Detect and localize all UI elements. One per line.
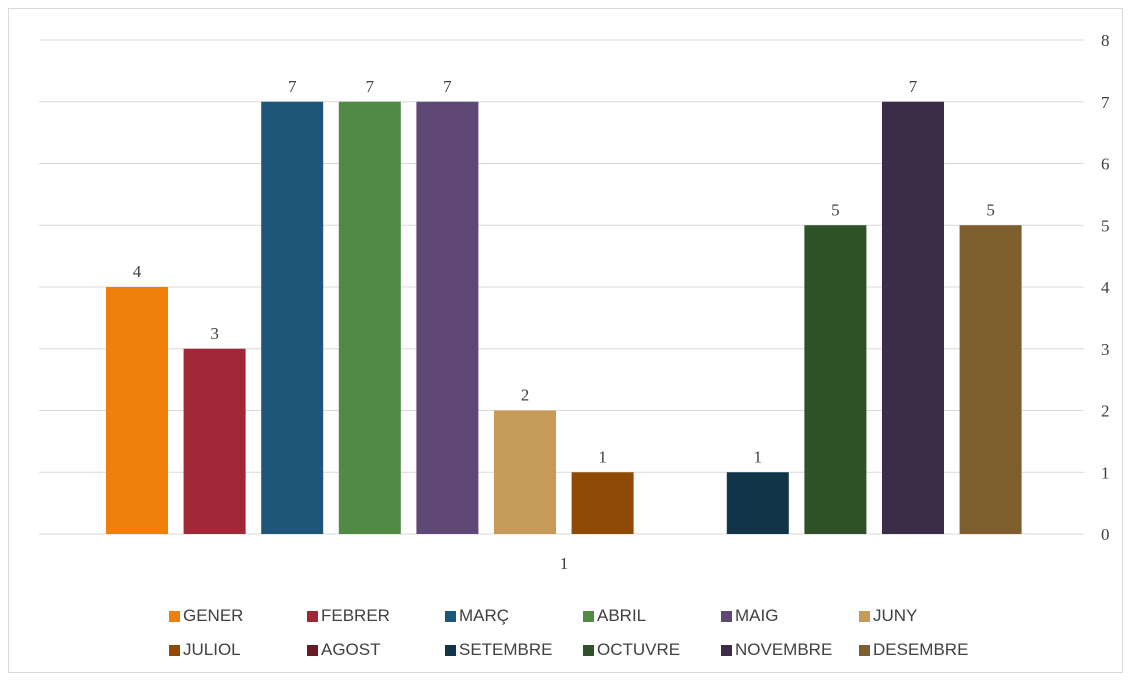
bar (804, 225, 867, 534)
legend-label: AGOST (321, 640, 381, 659)
bar (106, 287, 168, 534)
legend-swatch (169, 644, 180, 656)
data-label: 7 (366, 77, 375, 96)
legend-label: SETEMBRE (459, 640, 553, 659)
legend-label: JULIOL (183, 640, 241, 659)
data-label: 5 (986, 200, 995, 219)
y-tick-label: 4 (1101, 278, 1110, 297)
legend: GENER FEBRER MARÇ ABRIL MAIG JUNY (169, 599, 1009, 667)
legend-swatch (445, 644, 456, 656)
data-label: 3 (210, 324, 219, 343)
legend-swatch (583, 644, 594, 656)
bar-chart: 0 1 2 3 4 5 6 7 8 4 3 7 7 7 2 1 1 5 7 5 1 (39, 31, 1110, 573)
bar (882, 101, 944, 534)
legend-item-gener: GENER (169, 606, 307, 626)
legend-swatch (445, 610, 456, 622)
legend-item-maig: MAIG (721, 606, 859, 626)
bar (338, 101, 401, 534)
legend-label: GENER (183, 606, 244, 625)
y-tick-label: 6 (1101, 155, 1110, 174)
bar (726, 472, 789, 534)
bar (183, 348, 246, 534)
legend-label: ABRIL (597, 606, 647, 625)
legend-swatch (583, 610, 594, 622)
bar (261, 101, 324, 534)
y-tick-label: 5 (1101, 216, 1110, 235)
y-tick-label: 8 (1101, 31, 1110, 50)
legend-item-novembre: NOVEMBRE (721, 640, 859, 660)
y-tick-label: 7 (1101, 93, 1110, 112)
y-tick-label: 0 (1101, 525, 1110, 544)
legend-item-marc: MARÇ (445, 606, 583, 626)
category-label: 1 (560, 554, 569, 573)
legend-item-febrer: FEBRER (307, 606, 445, 626)
bar (571, 472, 634, 534)
legend-swatch (721, 610, 732, 622)
legend-item-octuvre: OCTUVRE (583, 640, 721, 660)
bar (416, 101, 479, 534)
legend-label: NOVEMBRE (735, 640, 833, 659)
legend-row: JULIOL AGOST SETEMBRE OCTUVRE NOVEMBRE D… (169, 633, 1009, 667)
legend-swatch (169, 610, 180, 622)
data-label: 5 (831, 200, 840, 219)
data-label: 1 (598, 447, 607, 466)
y-tick-label: 2 (1101, 402, 1110, 421)
data-label: 4 (133, 262, 142, 281)
legend-swatch (721, 644, 732, 656)
legend-swatch (307, 610, 318, 622)
legend-swatch (307, 644, 318, 656)
legend-item-agost: AGOST (307, 640, 445, 660)
bar (959, 225, 1022, 534)
legend-label: FEBRER (321, 606, 390, 625)
legend-item-juliol: JULIOL (169, 640, 307, 660)
data-label: 2 (521, 386, 530, 405)
legend-label: OCTUVRE (597, 640, 681, 659)
legend-item-abril: ABRIL (583, 606, 721, 626)
y-tick-label: 3 (1101, 340, 1110, 359)
chart-frame: 0 1 2 3 4 5 6 7 8 4 3 7 7 7 2 1 1 5 7 5 1 GENER FEBRER MARÇ… (8, 8, 1123, 673)
legend-item-setembre: SETEMBRE (445, 640, 583, 660)
legend-item-juny: JUNY (859, 606, 997, 626)
legend-swatch (859, 610, 870, 622)
legend-item-desembre: DESEMBRE (859, 640, 997, 660)
y-tick-label: 1 (1101, 463, 1110, 482)
bar (494, 410, 556, 534)
data-label: 7 (288, 77, 297, 96)
data-label: 7 (909, 77, 918, 96)
legend-label: DESEMBRE (873, 640, 969, 659)
legend-swatch (859, 644, 870, 656)
legend-label: JUNY (873, 606, 918, 625)
data-label: 7 (443, 77, 452, 96)
data-label: 1 (754, 447, 763, 466)
legend-label: MARÇ (459, 606, 510, 625)
legend-row: GENER FEBRER MARÇ ABRIL MAIG JUNY (169, 599, 1009, 633)
legend-label: MAIG (735, 606, 779, 625)
